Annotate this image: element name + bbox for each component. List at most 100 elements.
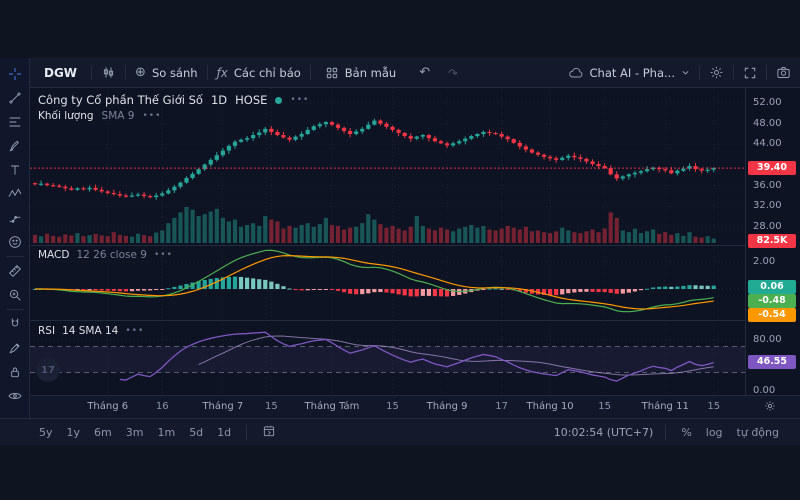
separator [246, 424, 248, 440]
settings-button[interactable] [700, 58, 733, 87]
tradingview-logo[interactable]: 17 [36, 358, 60, 382]
time-label: Tháng 7 [202, 401, 244, 412]
forecast-tool-button[interactable] [2, 206, 28, 230]
volume-ma-label: SMA 9 [101, 110, 135, 122]
templates-button[interactable]: Bản mẫu [316, 61, 405, 85]
indicators-label: Các chỉ báo [233, 65, 301, 80]
range-1d-button[interactable]: 1d [210, 426, 238, 439]
pattern-tool-button[interactable] [2, 182, 28, 206]
macd-params: 12 26 close 9 [76, 249, 147, 261]
rsi-params: 14 SMA 14 [62, 325, 119, 337]
magnet-icon [11, 318, 18, 327]
fib-icon [9, 117, 20, 127]
percent-scale-button[interactable]: % [674, 426, 698, 439]
pattern-icon [8, 188, 21, 197]
symbol-name: Công ty Cổ phần Thế Giới Số [38, 93, 203, 107]
chart-canvas[interactable] [30, 88, 745, 395]
timezone-settings-button[interactable] [764, 400, 776, 415]
clock[interactable]: 10:02:54 (UTC+7) [553, 425, 654, 439]
fullscreen-button[interactable] [734, 58, 766, 87]
chart-style-button[interactable] [92, 58, 125, 87]
separator [309, 65, 311, 80]
macd-value-badge: 0.06 [748, 280, 796, 294]
interval-label: 1D [210, 93, 228, 107]
auto-scale-button[interactable]: tự động [730, 426, 786, 439]
time-label: 15 [598, 401, 611, 412]
range-5d-button[interactable]: 5d [182, 426, 210, 439]
zoom-icon [9, 289, 21, 301]
symbol-legend[interactable]: Công ty Cổ phần Thế Giới Số 1D HOSE ••• [38, 93, 309, 107]
price-axis[interactable]: 52.00 48.00 44.00 36.00 32.00 28.00 39.40 82.5K… [745, 88, 800, 396]
time-label: Tháng Tám [304, 401, 360, 412]
chart-area[interactable]: Công ty Cổ phần Thế Giới Số 1D HOSE ••• … [30, 88, 745, 395]
time-label: 15 [264, 401, 278, 412]
zoom-tool-button[interactable] [2, 283, 28, 307]
crosshair-icon [8, 68, 21, 80]
candles-icon [101, 65, 116, 80]
axis-tick: 32.00 [753, 200, 782, 212]
macd-series [32, 249, 716, 313]
legend-more-icon[interactable]: ••• [290, 95, 310, 105]
snapshot-button[interactable] [767, 58, 800, 87]
range-1m-button[interactable]: 1m [150, 426, 182, 439]
trendline-tool-button[interactable] [2, 86, 28, 110]
lock-tool-button[interactable] [2, 360, 28, 384]
edit-tool-button[interactable] [2, 336, 28, 360]
emoji-tool-button[interactable] [2, 230, 28, 254]
range-3m-button[interactable]: 3m [119, 426, 151, 439]
layout-name: Chat AI - Pha... [589, 65, 676, 80]
brush-tool-button[interactable] [2, 134, 28, 158]
separator [665, 424, 667, 440]
compare-button[interactable]: ⊕ So sánh [126, 58, 207, 87]
time-label: 15 [707, 401, 721, 412]
separator [766, 65, 767, 80]
redo-button[interactable]: ↷ [439, 58, 467, 87]
crosshair-tool-button[interactable] [2, 62, 28, 86]
indicators-button[interactable]: ƒx Các chỉ báo [208, 58, 310, 87]
symbol-button[interactable]: DGW [30, 58, 91, 87]
volume-legend[interactable]: Khối lượng SMA 9 ••• [38, 110, 161, 122]
axis-tick: 28.00 [753, 221, 782, 233]
top-toolbar: DGW ⊕ So sánh ƒx Các chỉ báo Bản mẫu ↶ ↷ [30, 58, 800, 88]
macd-label: MACD [38, 249, 70, 261]
measure-tool-button[interactable] [2, 259, 28, 283]
fx-icon: ƒx [216, 65, 228, 80]
macd-legend[interactable]: MACD 12 26 close 9 ••• [38, 249, 173, 261]
fullscreen-icon [743, 66, 757, 80]
rsi-series [119, 331, 714, 382]
text-tool-button[interactable] [2, 158, 28, 182]
trading-chart-widget: DGW ⊕ So sánh ƒx Các chỉ báo Bản mẫu ↶ ↷ [0, 58, 800, 445]
range-6m-button[interactable]: 6m [87, 426, 119, 439]
log-scale-button[interactable]: log [699, 426, 730, 439]
rsi-more-icon[interactable]: ••• [125, 326, 145, 336]
trendline-icon [8, 92, 21, 104]
range-1y-button[interactable]: 1y [60, 426, 88, 439]
volume-more-icon[interactable]: ••• [142, 111, 162, 121]
rsi-legend[interactable]: RSI 14 SMA 14 ••• [38, 325, 144, 337]
axis-tick: 0.00 [753, 385, 776, 396]
lock-icon [10, 367, 19, 378]
forecast-icon [9, 215, 20, 223]
time-label: Tháng 10 [526, 401, 574, 412]
axis-tick: 52.00 [753, 97, 782, 108]
calendar-icon [262, 424, 276, 438]
fib-tool-button[interactable] [2, 110, 28, 134]
edit-icon [8, 343, 20, 354]
measure-icon [8, 265, 21, 277]
eye-tool-button[interactable] [2, 384, 28, 408]
cloud-layout-button[interactable]: Chat AI - Pha... [559, 58, 700, 87]
time-axis[interactable]: Tháng 6 16 Tháng 7 15 Tháng Tám 15 Tháng 9 17 Th… [30, 395, 800, 418]
rsi-band [30, 346, 745, 373]
macd-more-icon[interactable]: ••• [153, 250, 173, 260]
range-5y-button[interactable]: 5y [32, 426, 60, 439]
exchange-label: HOSE [235, 93, 268, 107]
undo-button[interactable]: ↶ [410, 58, 439, 87]
axis-tick: 80.00 [753, 334, 782, 345]
compare-label: So sánh [151, 65, 198, 80]
chevron-down-icon [681, 68, 690, 77]
magnet-tool-button[interactable] [2, 312, 28, 336]
goto-date-button[interactable] [255, 424, 283, 441]
range-selector: 5y 1y 6m 3m 1m 5d 1d [32, 426, 238, 439]
separator [125, 65, 127, 80]
cloud-icon [568, 65, 584, 81]
